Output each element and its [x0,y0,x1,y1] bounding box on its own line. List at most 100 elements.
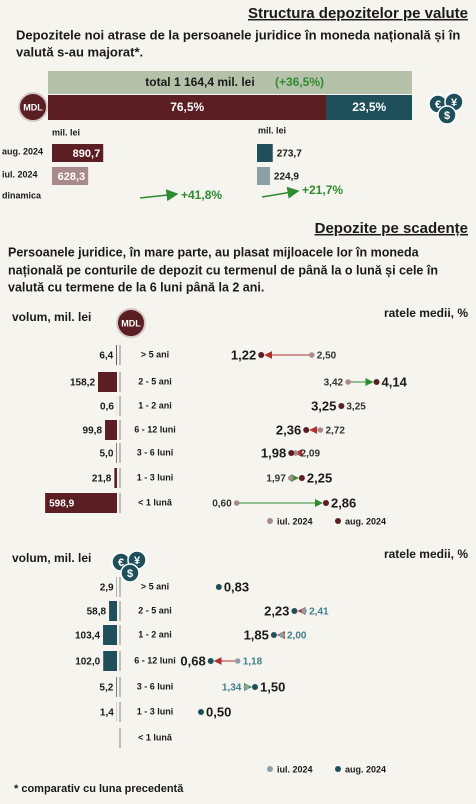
rate-label-jul: 2,72 [325,426,345,437]
rate-label-aug: 1,22 [231,347,256,362]
volume-label: 103,4 [75,631,100,642]
legend-label: aug. 2024 [345,764,386,774]
mdl-badge-text: MDL [121,318,141,328]
volume-bar [45,493,117,513]
rate-label-jul: 1,97 [266,474,286,485]
axis-label: volum, mil. lei [12,310,91,324]
bar-label: 628,3 [58,171,86,183]
axis-label: volum, mil. lei [12,551,91,565]
volume-label: 99,8 [83,426,103,437]
term-label: 3 - 6 luni [137,681,174,691]
section-title: Depozite pe scadențe [315,220,468,237]
unit-label: mil. lei [258,125,286,135]
legend-dot [335,766,341,772]
term-label: 1 - 3 luni [137,706,174,716]
volume-bar [105,420,117,440]
term-label: 6 - 12 luni [134,655,176,665]
rate-dot-aug [303,427,310,433]
total-change: (+36,5%) [275,75,324,89]
rate-dot-jul [345,379,351,385]
dynamics-arrow [139,189,179,202]
paragraph: Persoanele juridice, în mare parte, au p… [8,245,420,259]
mdl-badge [18,92,48,122]
rate-dot-jul [233,500,240,506]
section-title: Structura depozitelor pe valute [248,5,468,22]
volume-label: 0,6 [100,402,114,413]
fx-badge-symbol: € [118,557,124,569]
rate-dot-aug [215,584,222,590]
rate-label-jul: 1,34 [222,683,242,694]
dynamics-arrow [261,186,300,199]
legend-dot [267,766,273,772]
rate-label-aug: 2,86 [331,495,356,510]
mdl-bar [52,144,104,162]
legend-label: aug. 2024 [345,516,386,526]
rate-label-aug: 0,68 [180,653,205,668]
rate-dot-jul [279,632,285,638]
total-bar [48,71,412,94]
subtitle: valută s-au majorat*. [16,44,143,59]
fx-badge-symbol: € [435,99,441,111]
rate-dot-aug [258,352,265,358]
rate-label-jul: 2,41 [309,607,329,618]
volume-label: 2,9 [100,583,114,594]
bar-label: 273,7 [277,149,302,160]
rate-label-jul: 2,09 [301,449,321,460]
rate-dot-aug [207,658,214,664]
fx-badge-symbol: $ [127,568,133,580]
rate-dot-jul [234,658,241,664]
rate-label-aug: 2,36 [276,422,301,437]
row-label: aug. 2024 [2,146,43,156]
rate-label-jul: 3,25 [346,402,366,413]
volume-label: 5,0 [99,449,113,460]
rate-label-jul: 2,00 [287,631,307,642]
rate-dot-jul [301,608,307,614]
mdl-badge [116,308,146,338]
subtitle: Depozitele noi atrase de la persoanele j… [16,27,460,42]
fx-bar [257,144,273,162]
rate-dot-aug [270,632,277,638]
rate-label-aug: 1,98 [261,445,286,460]
mdl-badge-text: MDL [23,102,43,112]
paragraph: națională pe conturile de depozit cu ter… [8,263,438,277]
fx-bar [257,167,270,185]
volume-label: 5,2 [99,683,113,694]
term-label: > 5 ani [141,581,169,591]
rate-dot-aug [252,684,258,690]
row-label: dinamica [2,190,42,200]
total-label: total 1 164,4 mil. lei [145,75,254,89]
term-label: 3 - 6 luni [137,447,174,457]
volume-label: 58,8 [87,607,107,618]
term-label: 2 - 5 ani [138,605,172,615]
volume-label: 598,9 [49,499,74,510]
row-label: iul. 2024 [2,169,38,179]
rate-label-aug: 0,83 [224,579,249,594]
volume-bar [114,468,117,488]
volume-label: 102,0 [75,657,100,668]
rate-label-aug: 1,85 [244,627,269,642]
rate-dot-jul [288,475,294,481]
rate-label-jul: 0,60 [212,499,232,510]
mdl-bar [52,167,89,185]
fx-badge-symbol: ¥ [451,97,458,109]
axis-label: ratele medii, % [384,547,468,561]
rate-label-aug: 2,25 [307,470,332,485]
rate-dot-aug [288,450,295,456]
rate-dot-jul [243,684,250,690]
volume-bar [109,601,117,621]
rate-dot-aug [298,475,305,481]
term-label: > 5 ani [141,349,169,359]
fx-badge-symbol: $ [444,110,450,122]
volume-label: 21,8 [92,474,112,485]
bar-label: 224,9 [274,172,299,183]
legend-label: iul. 2024 [277,764,313,774]
term-label: < 1 lună [138,497,173,507]
volume-label: 6,4 [99,351,113,362]
volume-bar [103,651,117,671]
rate-dot-jul [308,352,315,358]
rate-dot-aug [338,403,345,409]
rate-label-aug: 1,50 [260,679,285,694]
rate-dot-aug [373,379,380,385]
term-label: 1 - 2 ani [138,629,172,639]
